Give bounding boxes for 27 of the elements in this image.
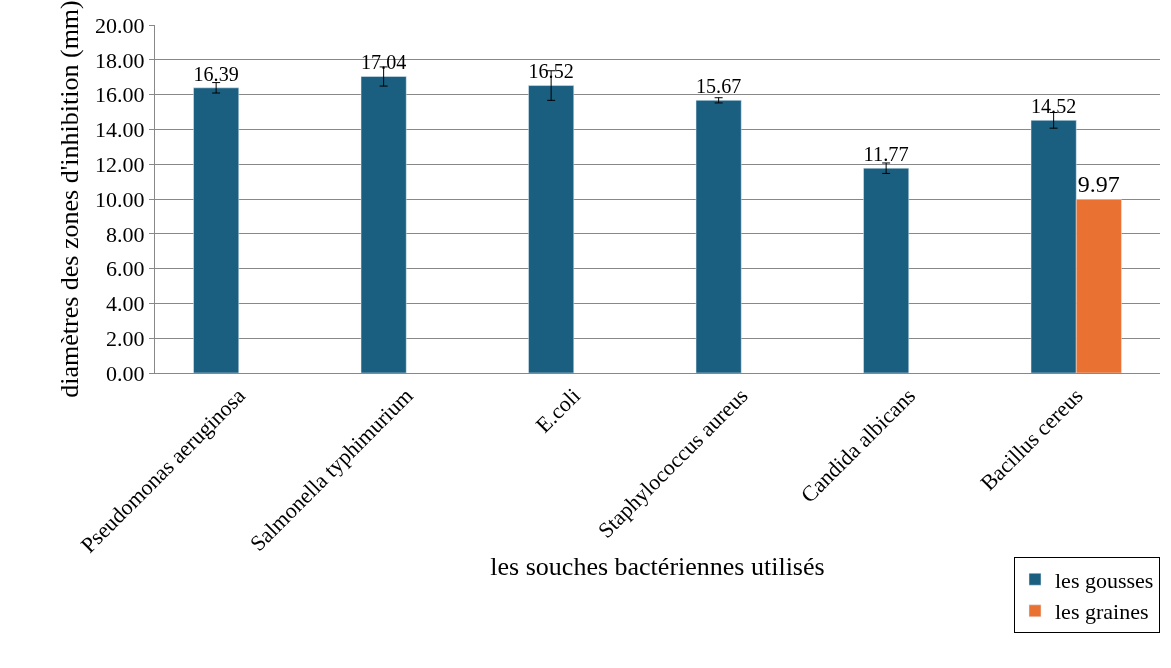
- data-label: 14.52: [1031, 95, 1077, 118]
- y-tick-label: 10.00: [95, 186, 145, 212]
- data-label: 16.52: [528, 60, 574, 83]
- data-label: 9.97: [1077, 170, 1120, 197]
- bar: [863, 167, 909, 373]
- y-tick-label: 8.00: [106, 221, 145, 247]
- legend-label: les gousses: [1055, 567, 1154, 593]
- y-axis-title: diamètres des zones d'inhibition (mm): [55, 0, 85, 398]
- bar: [528, 85, 574, 373]
- data-label: 16.39: [193, 62, 239, 85]
- y-tick-label: 4.00: [106, 291, 145, 317]
- x-axis-title: les souches bactériennes utilisés: [490, 552, 825, 582]
- y-tick-label: 6.00: [106, 256, 145, 282]
- data-label: 17.04: [361, 51, 407, 74]
- y-tick-label: 20.00: [95, 12, 145, 38]
- bar: [360, 76, 407, 373]
- legend-label: les graines: [1055, 599, 1149, 625]
- y-tick-label: 12.00: [95, 151, 145, 177]
- y-tick-label: 2.00: [106, 325, 145, 351]
- y-tick-label: 0.00: [106, 360, 145, 386]
- bar: [695, 100, 742, 373]
- data-label: 11.77: [863, 142, 909, 165]
- y-tick-label: 18.00: [95, 47, 145, 73]
- y-tick-label: 14.00: [95, 117, 145, 143]
- bar: [193, 87, 239, 373]
- y-tick-label: 16.00: [95, 82, 145, 108]
- data-label: 15.67: [696, 75, 742, 98]
